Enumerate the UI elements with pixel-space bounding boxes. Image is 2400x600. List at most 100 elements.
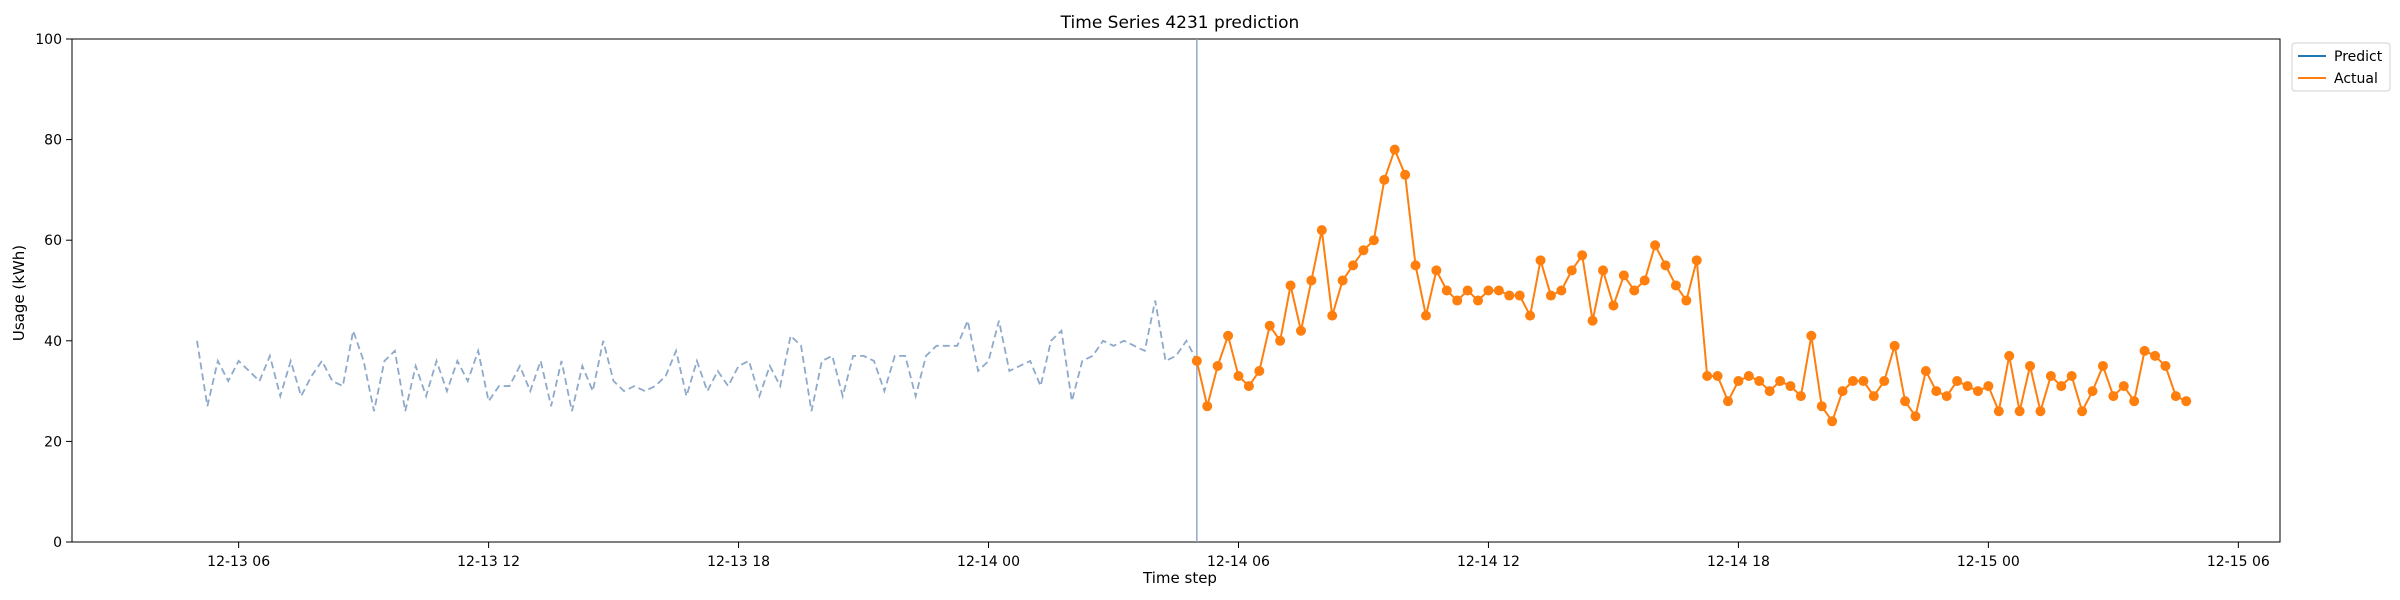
actual-point <box>1629 285 1640 296</box>
actual-point <box>2045 371 2056 382</box>
actual-point <box>1514 290 1525 301</box>
legend: Predict Actual <box>2291 42 2391 92</box>
actual-point <box>1754 376 1765 387</box>
x-tick-label: 12-14 06 <box>1207 554 1270 570</box>
actual-point <box>1420 310 1431 321</box>
actual-point <box>1681 295 1692 306</box>
actual-point <box>1264 320 1275 331</box>
actual-point <box>1598 265 1609 276</box>
actual-point <box>1785 381 1796 392</box>
y-tick-label: 100 <box>35 32 62 48</box>
actual-point <box>1868 391 1879 402</box>
actual-point <box>1566 265 1577 276</box>
actual-point <box>1691 255 1702 266</box>
actual-point <box>1712 371 1723 382</box>
actual-point <box>1452 295 1463 306</box>
x-tick-label: 12-14 00 <box>957 554 1020 570</box>
actual-point <box>2056 381 2067 392</box>
actual-point <box>1473 295 1484 306</box>
actual-point <box>1379 174 1390 185</box>
actual-point <box>1556 285 1567 296</box>
actual-point <box>1608 300 1619 311</box>
x-tick-label: 12-13 06 <box>207 554 270 570</box>
actual-point <box>2150 350 2161 361</box>
actual-point <box>1775 376 1786 387</box>
actual-point <box>1660 260 1671 271</box>
y-tick-label: 20 <box>44 434 62 450</box>
actual-point <box>1233 371 1244 382</box>
actual-point <box>1743 371 1754 382</box>
actual-point <box>1587 315 1598 326</box>
x-tick-label: 12-15 00 <box>1957 554 2020 570</box>
actual-point <box>1368 235 1379 246</box>
actual-point <box>1577 250 1588 261</box>
y-tick-label: 0 <box>53 535 62 551</box>
actual-point <box>1212 360 1223 371</box>
actual-point <box>1525 310 1536 321</box>
actual-point <box>1952 376 1963 387</box>
actual-point <box>1618 270 1629 281</box>
y-tick-label: 40 <box>44 334 62 350</box>
actual-point <box>2097 360 2108 371</box>
actual-point <box>1972 386 1983 397</box>
actual-line <box>1195 146 2187 424</box>
x-tick-label: 12-13 12 <box>457 554 520 570</box>
history-line <box>196 300 1198 412</box>
actual-point <box>1191 355 1202 366</box>
actual-point <box>1337 275 1348 286</box>
plot-frame <box>71 38 2281 543</box>
actual-point <box>1410 260 1421 271</box>
actual-point <box>1983 381 1994 392</box>
actual-point <box>1920 365 1931 376</box>
actual-point <box>1243 381 1254 392</box>
actual-point <box>1316 225 1327 236</box>
legend-label-actual: Actual <box>2334 71 2378 87</box>
actual-point <box>1858 376 1869 387</box>
actual-point <box>1733 376 1744 387</box>
actual-point <box>2014 406 2025 417</box>
actual-point <box>2066 371 2077 382</box>
actual-point <box>1900 396 1911 407</box>
actual-point <box>1837 386 1848 397</box>
actual-point <box>1462 285 1473 296</box>
legend-label-predict: Predict <box>2334 49 2383 65</box>
actual-point <box>1504 290 1515 301</box>
x-tick-label: 12-14 12 <box>1457 554 1520 570</box>
actual-point <box>1702 371 1713 382</box>
actual-point <box>1816 401 1827 412</box>
actual-point <box>1295 325 1306 336</box>
actual-point <box>1431 265 1442 276</box>
actual-point <box>1670 280 1681 291</box>
actual-point <box>1847 376 1858 387</box>
actual-point <box>2139 345 2150 356</box>
actual-point <box>2118 381 2129 392</box>
actual-point <box>1806 330 1817 341</box>
actual-point <box>1327 310 1338 321</box>
actual-point <box>2181 396 2192 407</box>
actual-point <box>1493 285 1504 296</box>
actual-point <box>2077 406 2088 417</box>
y-axis: 0 20 40 60 80 100 <box>35 32 72 551</box>
actual-point <box>1795 391 1806 402</box>
actual-point <box>1639 275 1650 286</box>
actual-point <box>1764 386 1775 397</box>
actual-point <box>1941 391 1952 402</box>
actual-point <box>1275 335 1286 346</box>
actual-point <box>1254 365 1265 376</box>
plot-area <box>71 38 2281 543</box>
y-tick-label: 80 <box>44 133 62 149</box>
actual-point <box>1348 260 1359 271</box>
actual-point <box>1723 396 1733 407</box>
actual-point <box>1993 406 2004 417</box>
actual-point <box>2160 360 2171 371</box>
y-tick-label: 60 <box>44 233 62 249</box>
actual-point <box>1306 275 1317 286</box>
actual-point <box>1879 376 1890 387</box>
actual-point <box>1441 285 1452 296</box>
history-series <box>196 300 1198 412</box>
actual-point <box>1931 386 1942 397</box>
actual-point <box>1400 169 1411 180</box>
x-tick-label: 12-13 18 <box>707 554 770 570</box>
actual-series <box>1191 144 2192 427</box>
